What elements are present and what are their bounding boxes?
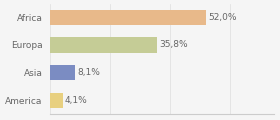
Text: 8,1%: 8,1%: [77, 68, 100, 77]
Bar: [50, 37, 157, 53]
Text: 4,1%: 4,1%: [65, 96, 88, 105]
Text: 52,0%: 52,0%: [208, 13, 237, 22]
Bar: [50, 65, 74, 80]
Bar: [50, 10, 206, 25]
Bar: [50, 93, 63, 108]
Text: 35,8%: 35,8%: [160, 41, 188, 49]
